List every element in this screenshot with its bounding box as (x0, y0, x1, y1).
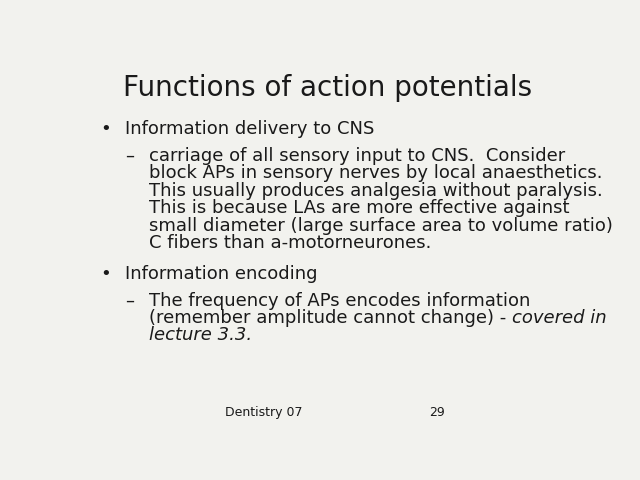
Text: carriage of all sensory input to CNS.  Consider: carriage of all sensory input to CNS. Co… (150, 147, 566, 165)
Text: –: – (125, 292, 134, 310)
Text: Information encoding: Information encoding (125, 265, 317, 283)
Text: Dentistry 07: Dentistry 07 (225, 406, 302, 419)
Text: –: – (125, 147, 134, 165)
Text: •: • (100, 265, 111, 283)
Text: This usually produces analgesia without paralysis.: This usually produces analgesia without … (150, 182, 603, 200)
Text: block APs in sensory nerves by local anaesthetics.: block APs in sensory nerves by local ana… (150, 165, 603, 182)
Text: The frequency of APs encodes information: The frequency of APs encodes information (150, 292, 531, 310)
Text: •: • (100, 120, 111, 138)
Text: covered in: covered in (513, 309, 607, 327)
Text: 29: 29 (429, 406, 445, 419)
Text: This is because LAs are more effective against: This is because LAs are more effective a… (150, 199, 570, 217)
Text: Functions of action potentials: Functions of action potentials (124, 74, 532, 102)
Text: lecture 3.3.: lecture 3.3. (150, 326, 253, 345)
Text: small diameter (large surface area to volume ratio): small diameter (large surface area to vo… (150, 216, 613, 235)
Text: Information delivery to CNS: Information delivery to CNS (125, 120, 374, 138)
Text: C fibers than a-motorneurones.: C fibers than a-motorneurones. (150, 234, 432, 252)
Text: (remember amplitude cannot change) -: (remember amplitude cannot change) - (150, 309, 513, 327)
